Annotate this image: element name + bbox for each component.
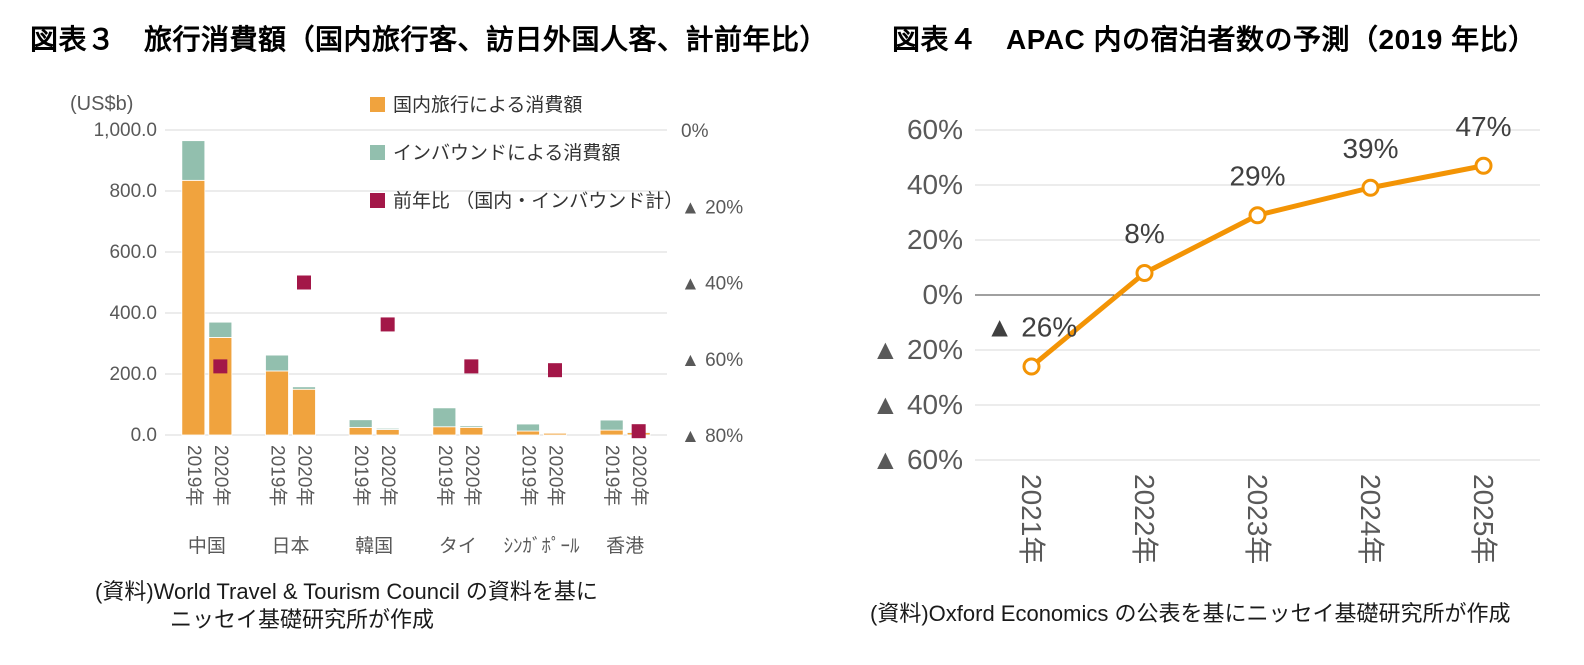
svg-text:29%: 29%: [1229, 160, 1285, 191]
svg-text:2020年: 2020年: [461, 445, 483, 506]
svg-text:▲ 60%: ▲ 60%: [871, 444, 963, 475]
svg-text:2021年: 2021年: [1016, 474, 1047, 564]
svg-text:▲ 40%: ▲ 40%: [681, 274, 743, 295]
fig4-source: (資料)Oxford Economics の公表を基にニッセイ基礎研究所が作成: [870, 601, 1511, 626]
svg-text:国内旅行による消費額: 国内旅行による消費額: [393, 94, 582, 116]
svg-text:2019年: 2019年: [267, 445, 289, 506]
svg-text:▲ 80%: ▲ 80%: [681, 426, 743, 447]
svg-text:2019年: 2019年: [434, 445, 456, 506]
svg-text:2025年: 2025年: [1468, 474, 1499, 564]
fig3-source-line2: ニッセイ基礎研究所が作成: [170, 606, 435, 632]
svg-text:中国: 中国: [188, 535, 226, 557]
svg-text:8%: 8%: [1124, 218, 1164, 249]
fig4-title: 図表４ APAC 内の宿泊者数の予測（2019 年比）: [892, 24, 1537, 55]
svg-text:400.0: 400.0: [109, 303, 157, 324]
svg-text:▲ 40%: ▲ 40%: [871, 389, 963, 420]
fig3-title: 図表３ 旅行消費額（国内旅行客、訪日外国人客、計前年比）: [30, 24, 829, 55]
svg-text:2020年: 2020年: [294, 445, 316, 506]
svg-text:▲ 26%: ▲ 26%: [986, 312, 1078, 343]
svg-text:2023年: 2023年: [1242, 474, 1273, 564]
svg-text:2024年: 2024年: [1355, 474, 1386, 564]
fig4-panel: 図表４ APAC 内の宿泊者数の予測（2019 年比） 60% 40% 20% 0% ▲…: [870, 18, 1584, 658]
svg-text:韓国: 韓国: [355, 535, 393, 557]
svg-text:60%: 60%: [907, 114, 963, 145]
svg-text:0%: 0%: [923, 279, 963, 310]
fig3-panel: 図表３ 旅行消費額（国内旅行客、訪日外国人客、計前年比） 1,000.0 800.…: [20, 18, 829, 658]
svg-text:(US$b): (US$b): [70, 93, 133, 115]
svg-text:ｼﾝｶﾞﾎﾟｰﾙ: ｼﾝｶﾞﾎﾟｰﾙ: [503, 535, 580, 557]
svg-text:2020年: 2020年: [210, 445, 232, 506]
fig3-bar-chart: 1,000.0 800.0 600.0 400.0 200.0 0.0 0% ▲ 20% ▲ 4…: [70, 93, 743, 557]
svg-text:200.0: 200.0: [109, 364, 157, 385]
fig4-line-chart: 60% 40% 20% 0% ▲ 20% ▲ 40% ▲ 60% ▲ 26% 2021年 8% 20…: [871, 111, 1540, 564]
svg-text:2020年: 2020年: [628, 445, 650, 506]
svg-text:2019年: 2019年: [183, 445, 205, 506]
svg-text:▲ 20%: ▲ 20%: [681, 197, 743, 218]
svg-text:2020年: 2020年: [377, 445, 399, 506]
svg-text:2019年: 2019年: [601, 445, 623, 506]
svg-text:香港: 香港: [606, 535, 644, 557]
svg-text:タイ: タイ: [439, 535, 477, 557]
svg-text:日本: 日本: [271, 535, 309, 557]
svg-text:1,000.0: 1,000.0: [94, 120, 157, 141]
fig3-source: (資料)World Travel & Tourism Council の資料を基…: [95, 578, 598, 633]
svg-text:47%: 47%: [1455, 111, 1511, 142]
svg-text:2019年: 2019年: [350, 445, 372, 506]
svg-text:20%: 20%: [907, 224, 963, 255]
svg-text:2022年: 2022年: [1129, 474, 1160, 564]
svg-text:2020年: 2020年: [545, 445, 567, 506]
svg-text:800.0: 800.0: [109, 181, 157, 202]
svg-text:2019年: 2019年: [518, 445, 540, 506]
fig3-source-line1: (資料)World Travel & Tourism Council の資料を基…: [95, 579, 598, 604]
svg-text:600.0: 600.0: [109, 242, 157, 263]
svg-text:0.0: 0.0: [131, 425, 157, 446]
svg-text:▲ 20%: ▲ 20%: [871, 334, 963, 365]
svg-text:0%: 0%: [681, 121, 709, 142]
svg-text:39%: 39%: [1342, 133, 1398, 164]
svg-text:前年比 （国内・インバウンド計）: 前年比 （国内・インバウンド計）: [393, 190, 683, 212]
svg-text:▲ 60%: ▲ 60%: [681, 350, 743, 371]
svg-text:インバウンドによる消費額: インバウンドによる消費額: [393, 142, 620, 164]
svg-text:40%: 40%: [907, 169, 963, 200]
